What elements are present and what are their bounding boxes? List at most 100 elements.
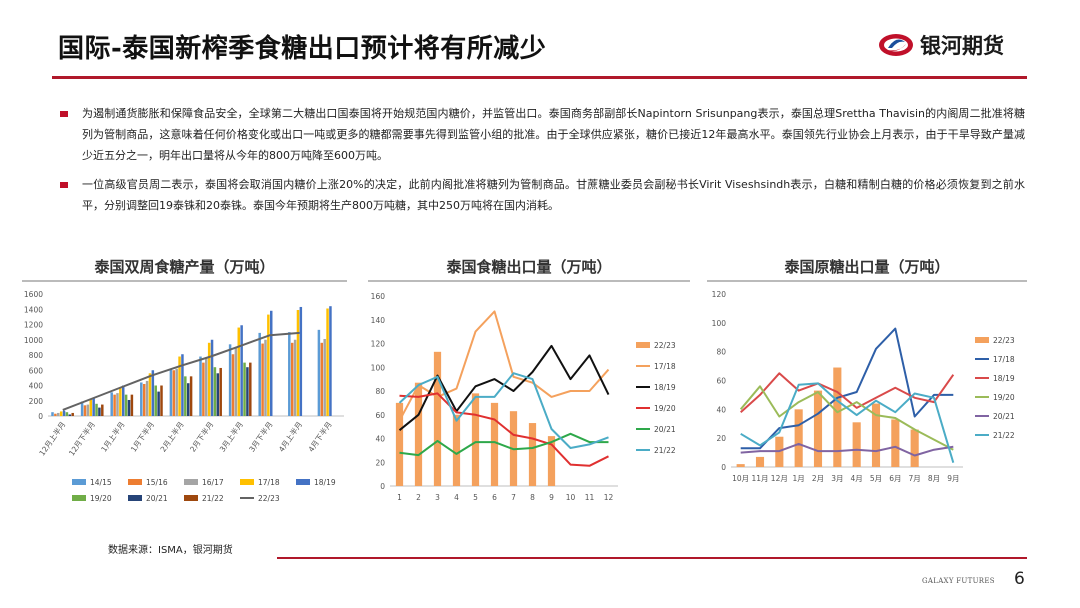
legend-swatch [184, 495, 198, 501]
bar-22-23 [736, 464, 745, 467]
x-tick-label: 4月下半月 [306, 419, 334, 453]
bar-17-18 [267, 314, 270, 416]
bar-16-17 [323, 338, 326, 416]
bar-17-18 [59, 411, 63, 416]
bar-18-19 [151, 370, 155, 416]
x-tick-label: 6月 [889, 474, 901, 483]
x-tick-label: 11 [585, 493, 595, 502]
bullet-text: 一位高级官员周二表示，泰国将会取消国内糖价上涨20%的决定，此前内阁批准将糖列为… [82, 178, 1025, 212]
y-tick-label: 0 [380, 482, 385, 491]
x-tick-label: 12月下半月 [66, 419, 97, 457]
series-line-19-20 [399, 392, 609, 467]
series-line-21-22 [740, 382, 955, 463]
x-tick-label: 12 [604, 493, 614, 502]
x-tick-label: 3月上半月 [217, 419, 245, 453]
legend-swatch [128, 495, 142, 501]
footer-divider [277, 557, 1027, 559]
legend-label: 21/22 [654, 446, 676, 455]
legend-label: 17/18 [654, 362, 676, 371]
chart-title: 泰国食糖出口量（万吨） [446, 258, 612, 276]
bar-22-23 [852, 422, 861, 467]
x-tick-label: 7月 [909, 474, 921, 483]
bar-17-18 [296, 310, 300, 416]
y-tick-label: 600 [29, 366, 44, 375]
legend-label: 17/18 [993, 355, 1015, 364]
bar-21-22 [249, 362, 252, 416]
bar-22-23 [433, 351, 442, 486]
bar-19-20 [154, 385, 157, 416]
y-tick-label: 60 [375, 411, 385, 420]
bar-15-16 [83, 405, 87, 416]
series-line-18-19 [398, 344, 610, 431]
x-tick-label: 5月 [870, 474, 882, 483]
y-tick-label: 1200 [24, 321, 43, 330]
y-tick-label: 60 [716, 377, 726, 386]
bar-22-23 [910, 429, 919, 467]
bar-20-21 [68, 414, 72, 416]
bar-21-22 [160, 385, 163, 416]
legend-swatch [296, 479, 310, 485]
bar-17-18 [326, 308, 329, 416]
page-number: 6 [1014, 569, 1025, 589]
bar-15-16 [113, 394, 116, 416]
bar-22-23 [547, 436, 556, 486]
data-source: 数据来源：ISMA，银河期货 [108, 545, 233, 556]
legend-label: 19/20 [993, 393, 1015, 402]
bar-19-20 [213, 367, 217, 416]
x-tick-label: 3月 [831, 474, 843, 483]
bar-16-17 [293, 339, 297, 416]
x-tick-label: 4月上半月 [276, 419, 304, 453]
bar-22-23 [490, 402, 499, 486]
x-tick-label: 4月 [851, 474, 863, 483]
bar-14-15 [80, 401, 84, 416]
bar-16-17 [86, 404, 90, 416]
x-tick-label: 12月 [771, 474, 788, 483]
series-line-21-22 [398, 372, 609, 449]
chart-title-divider [22, 280, 347, 282]
y-tick-label: 120 [712, 290, 727, 299]
bar-22-23 [528, 423, 537, 486]
bar-22-23 [813, 390, 823, 467]
bar-19-20 [184, 376, 187, 416]
y-tick-label: 0 [721, 463, 726, 472]
legend-label: 22/23 [258, 494, 280, 503]
x-tick-label: 7 [511, 493, 516, 502]
x-tick-label: 3月下半月 [246, 419, 274, 453]
x-tick-label: 4 [454, 493, 459, 502]
x-tick-label: 2 [416, 493, 421, 502]
x-tick-label: 10月 [732, 474, 749, 483]
bar-22-23 [414, 382, 423, 486]
bar-16-17 [57, 412, 60, 416]
legend-swatch [128, 479, 142, 485]
x-tick-label: 6 [492, 493, 497, 502]
bar-21-22 [71, 412, 74, 416]
y-tick-label: 400 [29, 382, 44, 391]
bullet-item: 一位高级官员周二表示，泰国将会取消国内糖价上涨20%的决定，此前内阁批准将糖列为… [60, 174, 1025, 216]
chart-title: 泰国原糖出口量（万吨） [784, 258, 950, 276]
bar-18-19 [270, 310, 273, 416]
bar-18-19 [299, 306, 303, 416]
bar-19-20 [65, 412, 69, 416]
chart-title: 泰国双周食糖产量（万吨） [94, 258, 275, 276]
y-tick-label: 200 [29, 397, 44, 406]
legend-swatch [975, 337, 989, 343]
legend-label: 20/21 [654, 425, 676, 434]
bar-19-20 [124, 394, 128, 416]
bar-18-19 [122, 385, 125, 416]
raw-sugar-export-chart: 0 20 40 60 80 100 120 10月 11月 12月 1月 2月 3月 4月 5月 6月 7月 8月… [712, 290, 1015, 483]
bar-17-18 [178, 356, 181, 416]
page-title: 国际-泰国新榨季食糖出口预计将有所减少 [58, 34, 547, 64]
y-tick-label: 20 [375, 458, 385, 467]
legend-swatch [636, 342, 650, 348]
legend-label: 18/19 [654, 383, 676, 392]
bar-22-23 [395, 402, 404, 486]
legend-label: 15/16 [146, 478, 168, 487]
bar-14-15 [288, 332, 291, 416]
y-tick-label: 160 [371, 292, 386, 301]
legend-label: 18/19 [314, 478, 336, 487]
bar-20-21 [127, 399, 131, 416]
y-tick-label: 120 [371, 340, 386, 349]
bar-17-18 [207, 342, 211, 416]
x-tick-label: 5 [473, 493, 478, 502]
